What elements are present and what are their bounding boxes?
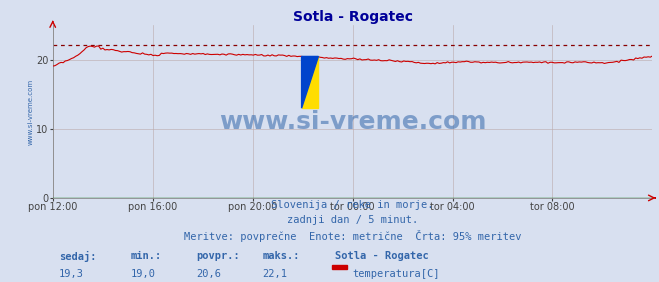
Text: min.:: min.: xyxy=(130,251,162,261)
Text: www.si-vreme.com: www.si-vreme.com xyxy=(219,110,486,134)
Text: maks.:: maks.: xyxy=(262,251,300,261)
Polygon shape xyxy=(302,56,318,108)
Text: 20,6: 20,6 xyxy=(196,268,221,279)
Text: Slovenija / reke in morje.: Slovenija / reke in morje. xyxy=(272,200,434,210)
Text: sedaj:: sedaj: xyxy=(59,251,96,262)
FancyBboxPatch shape xyxy=(331,265,347,269)
Text: povpr.:: povpr.: xyxy=(196,251,241,261)
Title: Sotla - Rogatec: Sotla - Rogatec xyxy=(293,10,413,24)
Text: 22,1: 22,1 xyxy=(262,268,287,279)
Text: 19,0: 19,0 xyxy=(130,268,156,279)
Text: zadnji dan / 5 minut.: zadnji dan / 5 minut. xyxy=(287,215,418,225)
Text: Sotla - Rogatec: Sotla - Rogatec xyxy=(335,251,428,261)
Y-axis label: www.si-vreme.com: www.si-vreme.com xyxy=(28,79,34,145)
Text: Meritve: povprečne  Enote: metrične  Črta: 95% meritev: Meritve: povprečne Enote: metrične Črta:… xyxy=(184,230,521,242)
Text: temperatura[C]: temperatura[C] xyxy=(353,268,440,279)
Polygon shape xyxy=(302,56,318,108)
Text: 19,3: 19,3 xyxy=(59,268,84,279)
